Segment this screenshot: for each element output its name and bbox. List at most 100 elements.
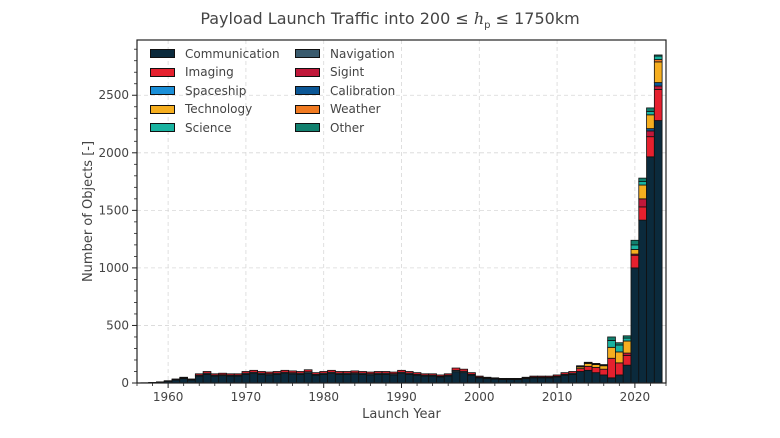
bar-imaging-2020 (630, 254, 640, 269)
bar-science-2017 (607, 340, 616, 348)
bar-communication-2011 (560, 374, 570, 384)
bar-other-2020 (630, 239, 640, 246)
legend-item-imaging: Imaging (150, 65, 295, 81)
bar-communication-1992 (412, 374, 422, 384)
bar-communication-1964 (194, 375, 204, 384)
bar-science-2022 (646, 110, 655, 116)
legend-item-spaceship: Spaceship (150, 83, 295, 99)
legend-label: Sigint (330, 65, 365, 80)
bar-imaging-2004 (506, 377, 515, 380)
legend-label: Calibration (330, 83, 396, 98)
legend-item-science: Science (150, 120, 295, 136)
bar-imaging-1964 (194, 373, 204, 376)
bar-communication-1975 (280, 373, 290, 384)
bar-imaging-1984 (350, 370, 360, 374)
bar-other-2019 (622, 335, 632, 339)
bar-imaging-1990 (397, 369, 406, 373)
bar-imaging-1966 (210, 373, 220, 376)
legend-label: Other (330, 120, 365, 135)
bar-communication-1971 (249, 373, 258, 384)
bar-imaging-2014 (583, 365, 593, 371)
legend-swatch (150, 67, 175, 77)
bar-other-2022 (646, 107, 655, 112)
bar-other-2013 (576, 365, 585, 367)
bar-imaging-2006 (521, 376, 531, 379)
bar-other-2016 (599, 364, 609, 366)
bar-imaging-1971 (249, 369, 258, 373)
bar-technology-2023 (653, 61, 663, 83)
bar-communication-2023 (653, 120, 663, 384)
bar-imaging-2010 (552, 374, 562, 377)
bar-communication-1965 (202, 373, 212, 384)
legend-swatch (150, 49, 175, 59)
title-le-symbol-2: ≤ (495, 9, 510, 28)
bar-technology-2014 (583, 363, 593, 367)
title-le-symbol: ≤ (455, 9, 469, 28)
bar-imaging-1985 (358, 371, 367, 374)
bar-imaging-1969 (233, 373, 243, 376)
bar-communication-1997 (451, 371, 461, 384)
bar-communication-2017 (607, 377, 616, 384)
bar-other-2017 (607, 336, 616, 341)
chart-title: Payload Launch Traffic into 200 ≤ hp ≤ 1… (0, 9, 780, 31)
legend-label: Technology (185, 102, 253, 117)
bar-imaging-1997 (451, 367, 461, 371)
legend-swatch (295, 104, 320, 114)
bar-imaging-1978 (303, 369, 313, 373)
legend-item-navigation: Navigation (295, 46, 415, 62)
bar-imaging-2019 (622, 354, 632, 366)
x-tick-label: 2000 (464, 390, 495, 404)
bar-communication-2008 (537, 377, 546, 384)
bar-communication-2020 (630, 267, 640, 384)
legend-item-weather: Weather (295, 102, 415, 118)
x-tick-label: 2020 (620, 390, 651, 404)
bar-imaging-1980 (319, 371, 328, 374)
bar-imaging-2016 (599, 368, 609, 376)
bar-communication-1996 (443, 375, 453, 384)
bar-imaging-1974 (272, 371, 282, 374)
bar-imaging-1996 (443, 373, 453, 376)
bar-communication-1987 (373, 373, 383, 384)
bar-imaging-2001 (482, 376, 492, 379)
legend-item-communication: Communication (150, 46, 295, 62)
bar-communication-1991 (404, 373, 414, 384)
legend-swatch (295, 49, 320, 59)
bar-science-2019 (622, 337, 632, 342)
bar-imaging-2002 (490, 377, 500, 380)
bar-communication-1968 (226, 375, 235, 384)
bar-imaging-1961 (171, 378, 181, 380)
bar-imaging-1979 (311, 372, 321, 375)
bar-imaging-2017 (607, 357, 616, 379)
bar-other-2015 (591, 363, 601, 365)
legend-item-sigint: Sigint (295, 65, 415, 81)
y-tick-label: 0 (121, 376, 129, 390)
legend-swatch (295, 86, 320, 96)
bar-imaging-1983 (342, 371, 352, 374)
bar-communication-1981 (327, 373, 336, 384)
bar-technology-2020 (630, 249, 640, 255)
bar-communication-1983 (342, 373, 352, 384)
y-tick-label: 1500 (98, 203, 129, 217)
bar-imaging-1982 (334, 371, 344, 374)
legend-swatch (150, 86, 175, 96)
bar-imaging-1989 (389, 371, 399, 375)
bar-communication-1970 (241, 373, 251, 384)
bar-technology-2015 (591, 364, 601, 368)
bar-technology-2021 (638, 184, 647, 200)
bar-calibration-2023 (653, 82, 663, 87)
bar-imaging-1972 (257, 371, 266, 374)
bar-science-2020 (630, 244, 640, 250)
bar-communication-1982 (334, 373, 344, 384)
bar-communication-2009 (545, 377, 554, 384)
bar-imaging-1968 (226, 373, 235, 376)
title-text: Payload Launch Traffic into 200 (200, 9, 456, 28)
bar-communication-1978 (303, 372, 313, 384)
bar-imaging-2013 (576, 368, 585, 372)
bar-imaging-1977 (296, 371, 305, 374)
bar-communication-2006 (521, 378, 531, 384)
legend-label: Imaging (185, 65, 234, 80)
bar-imaging-1986 (366, 371, 375, 375)
bar-imaging-2000 (475, 375, 484, 378)
bar-science-2021 (638, 181, 647, 186)
